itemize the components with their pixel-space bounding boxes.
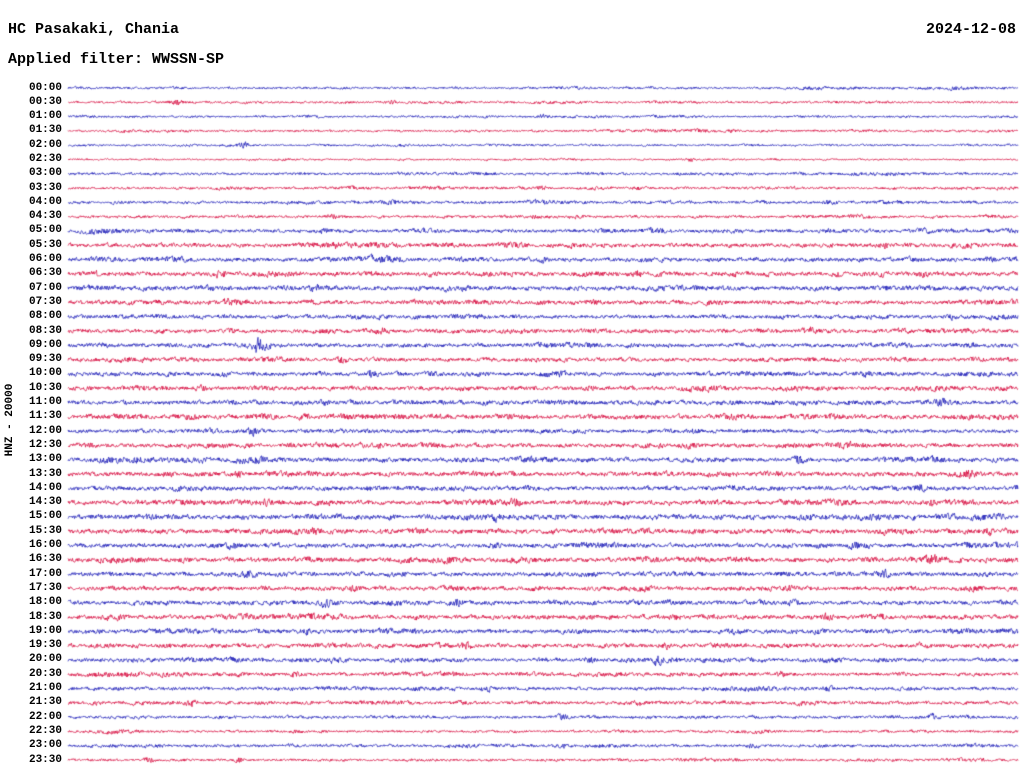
time-label: 06:30 (28, 267, 62, 280)
time-label: 11:30 (28, 410, 62, 423)
time-label: 00:30 (28, 95, 62, 108)
time-label: 16:30 (28, 553, 62, 566)
time-label: 14:00 (28, 481, 62, 494)
time-label: 06:00 (28, 253, 62, 266)
filter-label: Applied filter: WWSSN-SP (8, 51, 225, 68)
time-label: 00:00 (28, 81, 62, 94)
time-label: 09:00 (28, 338, 62, 351)
time-label: 22:00 (28, 710, 62, 723)
time-label: 17:30 (28, 581, 62, 594)
time-label: 18:30 (28, 610, 62, 623)
time-label: 12:00 (28, 424, 62, 437)
time-label: 10:00 (28, 367, 62, 380)
time-label: 20:00 (28, 653, 62, 666)
time-label: 23:00 (28, 739, 62, 752)
time-label: 21:30 (28, 696, 62, 709)
time-label: 22:30 (28, 724, 62, 737)
time-label: 08:00 (28, 310, 62, 323)
time-label: 04:30 (28, 210, 62, 223)
time-label: 05:30 (28, 238, 62, 251)
time-label: 21:00 (28, 682, 62, 695)
time-label: 12:30 (28, 438, 62, 451)
time-label: 13:00 (28, 453, 62, 466)
time-label: 16:00 (28, 539, 62, 552)
time-label: 03:30 (28, 181, 62, 194)
time-label: 17:00 (28, 567, 62, 580)
time-label: 01:00 (28, 110, 62, 123)
time-label: 14:30 (28, 496, 62, 509)
time-label: 02:30 (28, 152, 62, 165)
time-label: 15:30 (28, 524, 62, 537)
time-label: 02:00 (28, 138, 62, 151)
time-label: 07:30 (28, 295, 62, 308)
time-label: 23:30 (28, 753, 62, 766)
time-label: 19:00 (28, 624, 62, 637)
time-label: 08:30 (28, 324, 62, 337)
time-label: 11:00 (28, 396, 62, 409)
time-label: 20:30 (28, 667, 62, 680)
time-label: 07:00 (28, 281, 62, 294)
time-label: 03:00 (28, 167, 62, 180)
time-label: 09:30 (28, 353, 62, 366)
time-label: 05:00 (28, 224, 62, 237)
time-label: 18:00 (28, 596, 62, 609)
time-label: 01:30 (28, 124, 62, 137)
time-label: 04:00 (28, 195, 62, 208)
time-label: 13:30 (28, 467, 62, 480)
time-label: 19:30 (28, 639, 62, 652)
time-label: 15:00 (28, 510, 62, 523)
station-title: HC Pasakaki, Chania (8, 21, 180, 38)
report-date: 2024-12-08 (925, 21, 1016, 38)
time-label: 10:30 (28, 381, 62, 394)
